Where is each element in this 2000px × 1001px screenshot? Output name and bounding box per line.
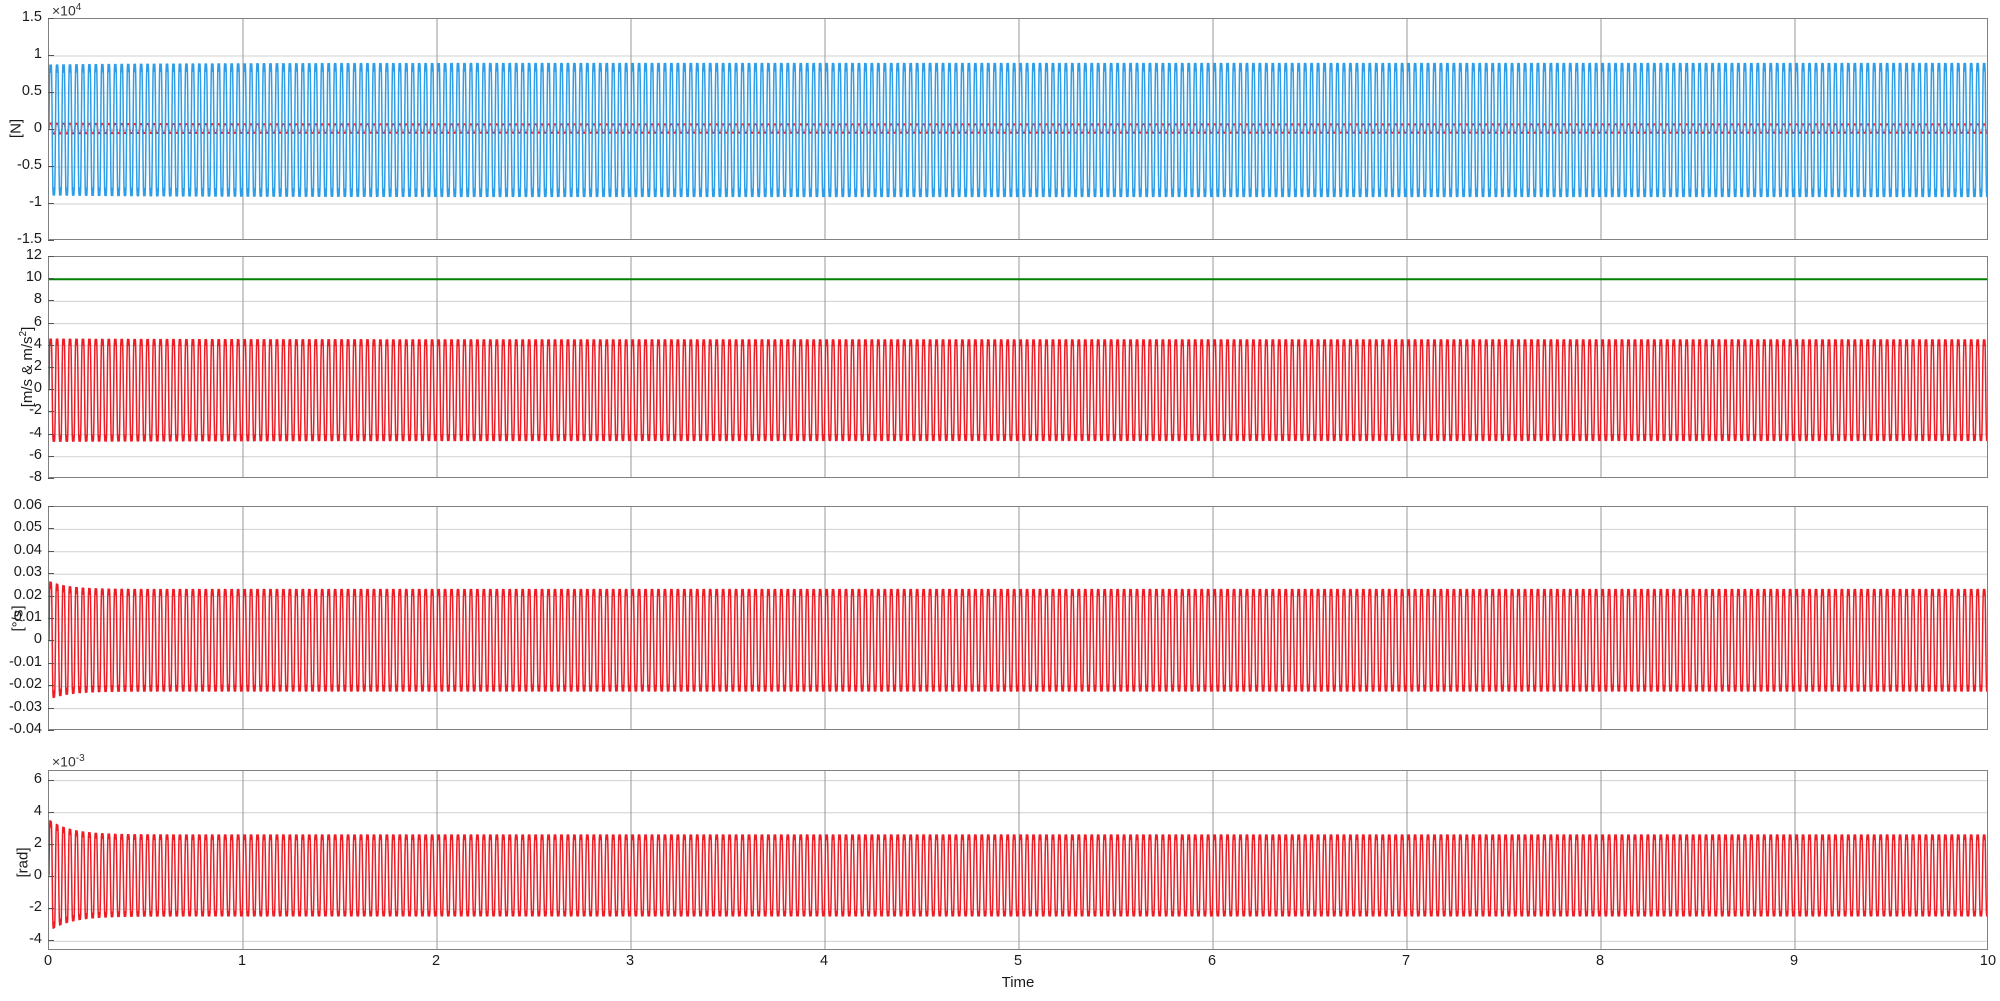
y-tick-mark xyxy=(48,876,54,877)
y-tick-label: -6 xyxy=(29,446,42,463)
y-tick-mark xyxy=(48,685,54,686)
y-tick-label: 1.5 xyxy=(21,9,42,25)
y-tick-label: -1 xyxy=(29,194,42,210)
y-tick-label: 6 xyxy=(33,770,42,787)
x-tick-label: 6 xyxy=(1207,953,1217,969)
y-tick-label: -4 xyxy=(29,424,42,441)
y-tick-mark xyxy=(48,573,54,574)
y-tick-mark xyxy=(48,434,54,435)
x-tick-label: 5 xyxy=(1013,953,1023,969)
y-tick-label: 4 xyxy=(33,335,42,352)
y-tick-mark xyxy=(48,256,54,257)
y-tick-mark xyxy=(48,389,54,390)
y-tick-mark xyxy=(48,596,54,597)
y-tick-label: -1.5 xyxy=(17,231,42,247)
x-tick-label: 2 xyxy=(431,953,441,969)
panel-2-plot xyxy=(49,257,1987,477)
y-tick-label: 0 xyxy=(33,631,42,648)
y-tick-mark xyxy=(48,478,54,479)
x-tick-label: 10 xyxy=(1979,953,1997,969)
y-tick-mark xyxy=(48,844,54,845)
y-tick-label: 1 xyxy=(33,46,42,62)
x-tick-label: 4 xyxy=(819,953,829,969)
y-tick-label: -8 xyxy=(29,469,42,485)
panel-2-axes xyxy=(48,256,1988,478)
y-tick-mark xyxy=(48,240,54,241)
y-tick-label: 2 xyxy=(33,834,42,851)
y-tick-label: -2 xyxy=(29,899,42,916)
y-tick-label: 6 xyxy=(33,313,42,330)
y-tick-label: -0.01 xyxy=(8,653,42,670)
panel-1-y-multiplier: ×104 xyxy=(52,2,82,19)
x-tick-label: 0 xyxy=(43,953,53,969)
y-tick-label: 0 xyxy=(33,120,42,136)
y-tick-label: 0 xyxy=(33,380,42,397)
y-tick-label: 0.03 xyxy=(13,564,42,581)
y-tick-mark xyxy=(48,55,54,56)
y-tick-label: -0.5 xyxy=(17,157,42,173)
y-tick-label: -0.02 xyxy=(8,676,42,693)
y-tick-mark xyxy=(48,411,54,412)
y-tick-label: 12 xyxy=(25,247,42,263)
y-tick-mark xyxy=(48,506,54,507)
panel-1-plot xyxy=(49,19,1987,239)
y-tick-mark xyxy=(48,345,54,346)
y-tick-mark xyxy=(48,640,54,641)
y-tick-mark xyxy=(48,323,54,324)
y-tick-mark xyxy=(48,663,54,664)
y-tick-mark xyxy=(48,203,54,204)
x-tick-label: 8 xyxy=(1595,953,1605,969)
y-tick-mark xyxy=(48,456,54,457)
y-tick-label: 0 xyxy=(33,867,42,884)
x-tick-label: 3 xyxy=(625,953,635,969)
y-tick-label: 0.02 xyxy=(13,586,42,603)
y-tick-mark xyxy=(48,92,54,93)
y-tick-mark xyxy=(48,780,54,781)
y-tick-label: 0.04 xyxy=(13,541,42,558)
panel-3-axes xyxy=(48,506,1988,730)
x-axis-label: Time xyxy=(1001,974,1035,991)
panel-4-plot xyxy=(49,771,1987,949)
panel-4-y-label: [rad] xyxy=(14,847,32,878)
x-tick-label: 1 xyxy=(237,953,247,969)
y-tick-mark xyxy=(48,300,54,301)
y-tick-label: -0.03 xyxy=(8,698,42,715)
y-tick-mark xyxy=(48,278,54,279)
y-tick-label: 0.5 xyxy=(21,83,42,99)
y-tick-mark xyxy=(48,166,54,167)
y-tick-mark xyxy=(48,129,54,130)
y-tick-mark xyxy=(48,730,54,731)
y-tick-label: 0.05 xyxy=(13,519,42,536)
y-tick-label: 0.01 xyxy=(13,609,42,625)
y-tick-mark xyxy=(48,618,54,619)
y-tick-label: 10 xyxy=(25,269,42,286)
y-tick-mark xyxy=(48,908,54,909)
y-tick-mark xyxy=(48,708,54,709)
y-tick-label: 8 xyxy=(33,291,42,308)
y-tick-mark xyxy=(48,18,54,19)
y-tick-label: 2 xyxy=(33,358,42,374)
panel-1-axes xyxy=(48,18,1988,240)
y-tick-mark xyxy=(48,812,54,813)
y-tick-label: 4 xyxy=(33,802,42,819)
panel-4-axes xyxy=(48,770,1988,950)
y-tick-mark xyxy=(48,367,54,368)
y-tick-label: 0.06 xyxy=(13,497,42,513)
y-tick-mark xyxy=(48,528,54,529)
y-tick-label: -4 xyxy=(29,931,42,948)
panel-3-plot xyxy=(49,507,1987,729)
y-tick-label: -2 xyxy=(29,402,42,419)
panel-4-y-multiplier: ×10-3 xyxy=(52,753,85,770)
y-tick-mark xyxy=(48,551,54,552)
y-tick-label: -0.04 xyxy=(8,721,42,737)
x-tick-label: 7 xyxy=(1401,953,1411,969)
x-tick-label: 9 xyxy=(1789,953,1799,969)
y-tick-mark xyxy=(48,940,54,941)
